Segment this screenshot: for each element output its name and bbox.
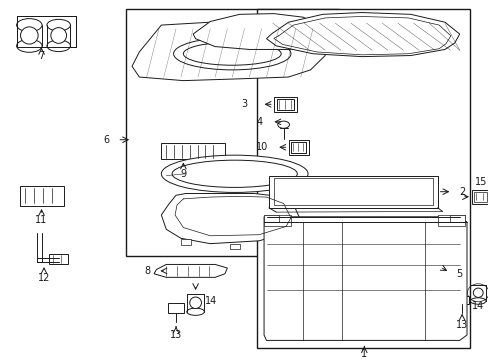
Ellipse shape <box>189 297 201 309</box>
Text: 9: 9 <box>180 169 186 179</box>
Ellipse shape <box>186 308 204 315</box>
Text: 14: 14 <box>471 301 484 311</box>
Ellipse shape <box>47 40 70 51</box>
Bar <box>454 296 468 304</box>
Polygon shape <box>154 265 227 277</box>
Text: 10: 10 <box>255 142 267 152</box>
Bar <box>20 186 63 206</box>
Polygon shape <box>420 258 464 273</box>
Ellipse shape <box>161 155 307 193</box>
Text: 1: 1 <box>361 349 366 359</box>
Text: 12: 12 <box>38 273 50 283</box>
Polygon shape <box>161 193 300 244</box>
Text: 3: 3 <box>241 99 247 109</box>
Text: 5: 5 <box>456 269 462 279</box>
Bar <box>473 192 486 202</box>
Text: 13: 13 <box>455 320 468 330</box>
Polygon shape <box>193 14 325 49</box>
Text: 4: 4 <box>256 117 262 127</box>
Polygon shape <box>264 217 466 341</box>
Bar <box>273 97 297 112</box>
Bar <box>276 99 294 110</box>
Ellipse shape <box>17 39 42 52</box>
Bar <box>256 9 469 347</box>
Ellipse shape <box>17 19 42 32</box>
Text: 7: 7 <box>39 50 44 60</box>
Text: 13: 13 <box>169 330 182 340</box>
Text: 15: 15 <box>473 177 486 187</box>
Bar <box>273 179 432 205</box>
Polygon shape <box>17 16 76 46</box>
Bar <box>264 215 290 226</box>
Ellipse shape <box>51 28 66 43</box>
Bar <box>449 215 464 222</box>
Bar <box>437 215 464 226</box>
Bar <box>161 143 224 159</box>
Ellipse shape <box>172 160 297 188</box>
Bar <box>268 176 437 208</box>
Text: 8: 8 <box>144 266 150 276</box>
Bar <box>264 215 278 222</box>
Ellipse shape <box>472 288 482 297</box>
Ellipse shape <box>47 19 70 31</box>
Text: 11: 11 <box>35 215 48 225</box>
Ellipse shape <box>469 298 485 304</box>
Ellipse shape <box>183 42 281 65</box>
Bar <box>268 237 278 242</box>
Text: 6: 6 <box>103 135 109 145</box>
Ellipse shape <box>173 38 290 70</box>
Bar <box>181 239 190 245</box>
Bar <box>126 9 338 256</box>
Polygon shape <box>266 13 459 57</box>
Text: 14: 14 <box>204 296 217 306</box>
Polygon shape <box>132 22 325 81</box>
Bar <box>168 303 183 313</box>
Bar <box>291 142 305 153</box>
Bar <box>229 244 239 249</box>
Text: 2: 2 <box>458 187 464 197</box>
Bar <box>471 190 488 203</box>
Bar <box>288 140 308 155</box>
Ellipse shape <box>277 121 289 128</box>
Bar <box>49 255 68 265</box>
Ellipse shape <box>20 27 38 44</box>
